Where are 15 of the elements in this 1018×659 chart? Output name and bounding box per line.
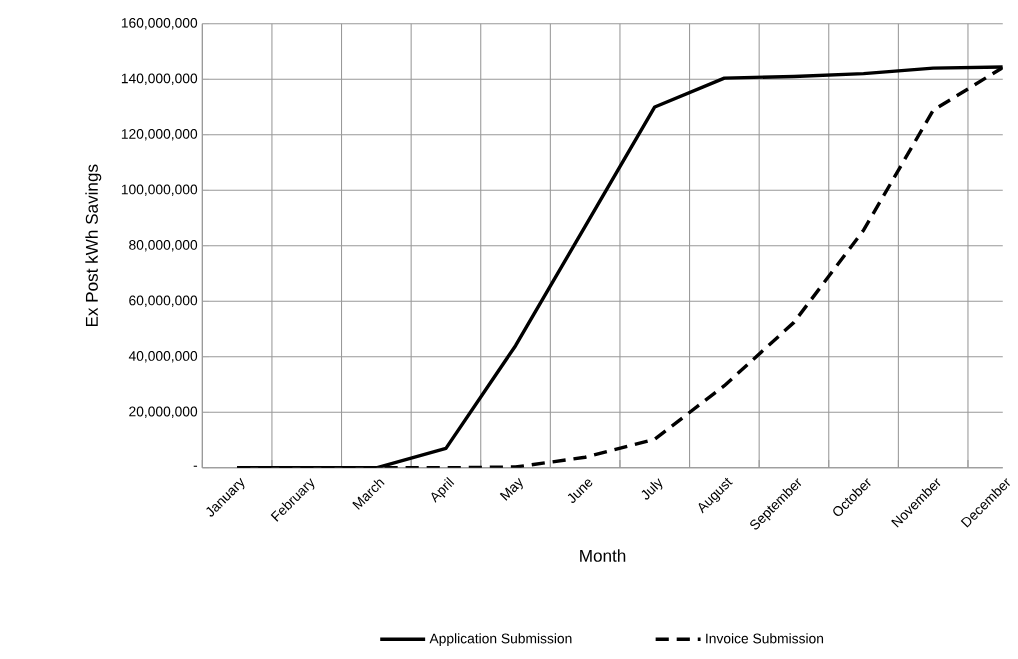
y-tick-label: 60,000,000 bbox=[129, 295, 198, 307]
y-tick-label: 160,000,000 bbox=[121, 17, 198, 30]
x-tick-label: May bbox=[499, 477, 523, 501]
y-tick-label: 20,000,000 bbox=[129, 406, 198, 418]
x-tick-label: July bbox=[641, 478, 663, 500]
y-tick-label: 100,000,000 bbox=[121, 184, 198, 196]
y-tick-label: - bbox=[193, 465, 198, 467]
y-tick-label: 80,000,000 bbox=[129, 239, 198, 252]
x-axis-title: Month bbox=[580, 549, 626, 562]
y-tick-label: 120,000,000 bbox=[121, 128, 198, 141]
legend-label: Invoice Submission bbox=[706, 633, 824, 644]
y-tick-label: 40,000,000 bbox=[128, 350, 198, 363]
legend-label: Application Submission bbox=[429, 633, 572, 646]
y-axis-title: Ex Post kWh Savings bbox=[85, 164, 102, 326]
y-tick-label: 140,000,000 bbox=[121, 73, 198, 85]
